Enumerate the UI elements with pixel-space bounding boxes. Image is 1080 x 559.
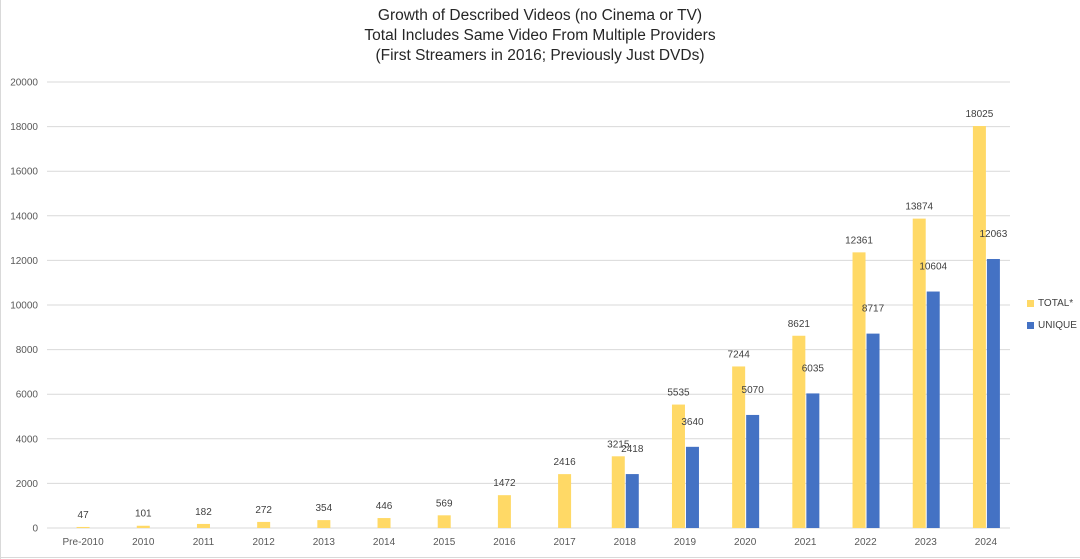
bar-total	[558, 474, 572, 528]
bar-total	[377, 518, 391, 528]
y-tick-label: 0	[32, 524, 38, 535]
bar-unique	[685, 446, 699, 528]
x-tick-label: 2024	[975, 537, 998, 548]
bar-total	[76, 526, 90, 528]
x-tick-label: 2014	[373, 537, 396, 548]
y-tick-label: 20000	[10, 78, 38, 89]
chart-title: Growth of Described Videos (no Cinema or…	[0, 6, 1080, 66]
x-tick-label: 2010	[132, 537, 155, 548]
data-label-total: 2416	[553, 457, 576, 468]
data-label-unique: 6035	[802, 363, 825, 374]
bar-unique	[866, 333, 880, 528]
chart-title-line-3: (First Streamers in 2016; Previously Jus…	[375, 47, 705, 64]
data-label-total: 1472	[493, 478, 516, 489]
data-label-total: 8621	[788, 319, 811, 330]
y-tick-label: 6000	[16, 390, 39, 401]
legend: TOTAL* UNIQUE	[1027, 292, 1077, 336]
data-label-total: 569	[436, 498, 453, 509]
y-tick-label: 4000	[16, 434, 39, 445]
x-tick-label: 2021	[794, 537, 817, 548]
frame-bottom-border	[0, 557, 1080, 558]
bar-total	[317, 520, 331, 528]
data-label-unique: 5070	[742, 385, 765, 396]
chart-title-line-2: Total Includes Same Video From Multiple …	[364, 27, 716, 44]
x-tick-label: 2019	[674, 537, 697, 548]
data-label-total: 354	[316, 503, 333, 514]
y-tick-label: 2000	[16, 479, 39, 490]
data-label-total: 12361	[845, 235, 873, 246]
data-label-unique: 3640	[681, 417, 704, 428]
x-tick-label: 2015	[433, 537, 456, 548]
data-label-total: 7244	[728, 349, 751, 360]
bar-total	[611, 456, 625, 528]
data-label-total: 5535	[667, 388, 690, 399]
bar-total	[671, 404, 685, 528]
bar-unique	[926, 291, 940, 528]
legend-swatch-total	[1027, 299, 1034, 307]
legend-label-total: TOTAL*	[1038, 297, 1074, 309]
x-tick-label: 2011	[193, 537, 215, 548]
data-label-unique: 2418	[621, 444, 644, 455]
chart-title-line-1: Growth of Described Videos (no Cinema or…	[377, 7, 703, 24]
x-tick-label: 2017	[553, 537, 576, 548]
x-tick-label: 2013	[313, 537, 336, 548]
y-tick-label: 10000	[10, 301, 38, 312]
y-tick-label: 18000	[10, 122, 38, 133]
bar-unique	[625, 474, 639, 528]
bar-unique	[806, 393, 820, 528]
bar-total	[972, 126, 986, 528]
bar-total	[196, 523, 210, 528]
bar-total	[257, 521, 271, 528]
y-tick-label: 14000	[10, 211, 38, 222]
y-tick-label: 16000	[10, 167, 38, 178]
legend-label-unique: UNIQUE	[1038, 319, 1077, 331]
data-label-unique: 12063	[980, 229, 1008, 240]
bar-total	[912, 218, 926, 528]
data-label-total: 101	[135, 509, 152, 520]
data-label-total: 13874	[905, 202, 933, 213]
x-tick-label: 2016	[493, 537, 516, 548]
frame-left-border	[0, 0, 1, 559]
x-tick-label: 2012	[253, 537, 276, 548]
data-label-unique: 10604	[919, 262, 947, 273]
data-label-total: 18025	[966, 109, 994, 120]
data-label-total: 182	[195, 507, 212, 518]
x-tick-label: Pre-2010	[63, 537, 105, 548]
data-label-total: 47	[78, 510, 90, 521]
bar-unique	[746, 414, 760, 528]
y-tick-label: 12000	[10, 256, 38, 267]
bar-total	[497, 495, 511, 528]
bar-unique	[986, 258, 1000, 528]
data-label-total: 272	[255, 505, 272, 516]
y-tick-label: 8000	[16, 345, 39, 356]
bar-total	[136, 525, 150, 528]
x-tick-label: 2022	[854, 537, 877, 548]
legend-swatch-unique	[1027, 321, 1034, 329]
x-tick-label: 2018	[614, 537, 637, 548]
legend-item-total: TOTAL*	[1027, 292, 1077, 314]
data-label-unique: 8717	[862, 304, 885, 315]
x-tick-label: 2023	[915, 537, 938, 548]
x-tick-label: 2020	[734, 537, 757, 548]
bar-total	[792, 335, 806, 528]
bar-total	[852, 252, 866, 528]
bar-total	[732, 366, 746, 528]
legend-item-unique: UNIQUE	[1027, 314, 1077, 336]
bar-total	[437, 515, 451, 528]
data-label-total: 446	[376, 501, 393, 512]
data-label-total: 3215	[607, 439, 630, 450]
